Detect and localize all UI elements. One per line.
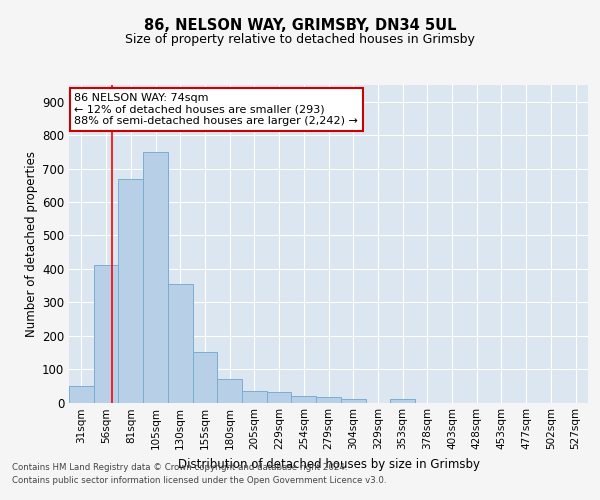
Bar [217, 379, 242, 402]
Bar [69, 386, 94, 402]
Text: 86, NELSON WAY, GRIMSBY, DN34 5UL: 86, NELSON WAY, GRIMSBY, DN34 5UL [144, 18, 456, 32]
Bar [168, 284, 193, 403]
Bar [143, 152, 168, 403]
Bar [390, 399, 415, 402]
Text: Contains HM Land Registry data © Crown copyright and database right 2024.: Contains HM Land Registry data © Crown c… [12, 464, 347, 472]
X-axis label: Distribution of detached houses by size in Grimsby: Distribution of detached houses by size … [178, 458, 479, 471]
Bar [118, 178, 143, 402]
Bar [292, 396, 316, 402]
Text: Contains public sector information licensed under the Open Government Licence v3: Contains public sector information licen… [12, 476, 386, 485]
Text: Size of property relative to detached houses in Grimsby: Size of property relative to detached ho… [125, 32, 475, 46]
Text: 86 NELSON WAY: 74sqm
← 12% of detached houses are smaller (293)
88% of semi-deta: 86 NELSON WAY: 74sqm ← 12% of detached h… [74, 93, 358, 126]
Bar [242, 391, 267, 402]
Y-axis label: Number of detached properties: Number of detached properties [25, 151, 38, 337]
Bar [267, 392, 292, 402]
Bar [94, 266, 118, 402]
Bar [193, 352, 217, 403]
Bar [316, 398, 341, 402]
Bar [341, 399, 365, 402]
